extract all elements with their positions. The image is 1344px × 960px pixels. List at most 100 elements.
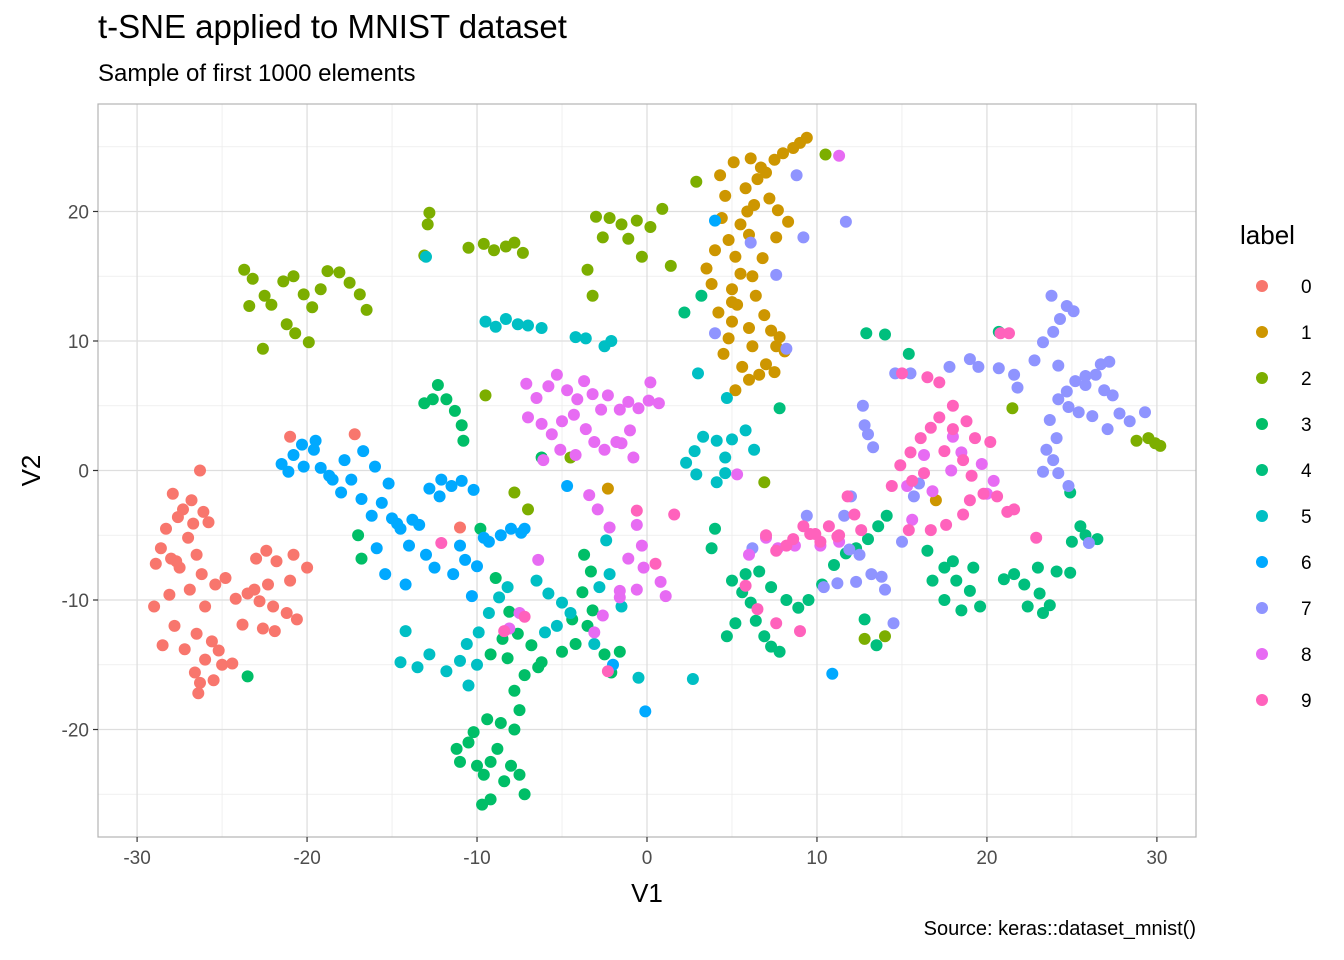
data-point-label-2	[635, 250, 648, 263]
legend-label-4: 4	[1301, 461, 1312, 482]
data-point-label-8	[731, 468, 744, 481]
data-point-label-0	[166, 487, 179, 500]
data-point-label-1	[782, 215, 795, 228]
data-point-label-9	[933, 411, 946, 424]
data-point-label-6	[307, 443, 320, 456]
data-point-label-3	[578, 548, 591, 561]
data-point-label-3	[518, 788, 531, 801]
x-tick-label: 30	[1146, 848, 1167, 869]
data-point-label-4	[1031, 561, 1044, 574]
data-point-label-6	[287, 449, 300, 461]
data-point-label-8	[659, 590, 672, 603]
data-point-label-5	[593, 581, 606, 594]
data-point-label-2	[238, 263, 251, 276]
data-point-label-9	[831, 530, 844, 543]
data-point-label-7	[1043, 414, 1056, 426]
data-point-label-0	[199, 600, 212, 613]
data-point-label-3	[518, 669, 531, 682]
data-point-label-5	[686, 673, 699, 685]
data-point-label-2	[360, 303, 373, 316]
chart-subtitle: Sample of first 1000 elements	[98, 60, 416, 87]
data-point-label-9	[940, 518, 953, 531]
data-point-label-5	[720, 392, 733, 404]
data-point-label-9	[921, 371, 934, 384]
data-point-label-0	[168, 619, 181, 632]
chart-caption: Source: keras::dataset_mnist()	[923, 918, 1196, 940]
data-point-label-7	[1101, 423, 1114, 436]
data-point-label-6	[454, 539, 466, 552]
data-point-label-1	[756, 252, 769, 265]
data-point-label-9	[855, 524, 868, 537]
data-point-label-1	[700, 262, 713, 275]
data-point-label-1	[749, 289, 762, 302]
data-point-label-9	[1003, 327, 1015, 340]
data-point-label-9	[770, 617, 783, 630]
data-point-label-8	[545, 428, 558, 441]
data-point-label-6	[406, 513, 419, 526]
data-point-label-9	[1030, 531, 1043, 544]
data-point-label-9	[933, 376, 946, 389]
data-point-label-4	[678, 306, 691, 319]
data-point-label-8	[591, 503, 604, 516]
data-point-label-5	[460, 638, 473, 650]
data-point-label-0	[236, 618, 249, 631]
data-point-label-5	[615, 600, 628, 613]
data-point-label-7	[862, 428, 874, 441]
data-point-label-8	[613, 403, 626, 416]
data-point-label-2	[314, 283, 327, 296]
data-point-label-6	[455, 474, 468, 487]
data-point-label-7	[744, 236, 757, 249]
data-point-label-7	[1037, 336, 1049, 349]
data-point-label-6	[494, 529, 507, 542]
data-point-label-8	[579, 423, 592, 436]
data-point-label-2	[664, 259, 677, 272]
data-point-label-7	[831, 577, 844, 590]
data-point-label-2	[622, 232, 635, 245]
chart-title: t-SNE applied to MNIST dataset	[98, 8, 567, 45]
data-point-label-2	[246, 272, 259, 285]
data-point-label-4	[1033, 587, 1046, 600]
data-point-label-4	[828, 559, 840, 571]
data-point-label-1	[709, 244, 721, 257]
y-tick-label: 20	[68, 202, 89, 223]
data-point-label-1	[736, 360, 749, 373]
data-point-label-0	[160, 522, 172, 535]
data-point-label-6	[447, 568, 460, 581]
data-point-label-9	[822, 520, 835, 533]
data-point-label-7	[1008, 368, 1021, 381]
data-point-label-3	[457, 434, 470, 447]
data-point-label-6	[338, 454, 351, 467]
data-point-label-3	[501, 652, 514, 665]
data-point-label-5	[530, 574, 543, 587]
data-point-label-4	[780, 594, 793, 606]
data-point-label-7	[896, 535, 908, 548]
data-point-label-4	[926, 574, 939, 587]
data-point-label-4	[695, 289, 708, 302]
data-point-label-6	[323, 469, 336, 482]
data-point-label-7	[1028, 354, 1041, 367]
data-point-label-5	[511, 318, 524, 331]
data-point-label-3	[569, 638, 582, 650]
data-point-label-3	[241, 670, 254, 683]
data-point-label-0	[207, 674, 220, 687]
data-point-label-0	[185, 494, 198, 507]
y-axis-title: V2	[16, 455, 46, 487]
data-point-label-4	[950, 574, 963, 587]
data-point-label-3	[508, 684, 521, 697]
data-point-label-1	[726, 296, 738, 309]
legend-key-2	[1256, 372, 1268, 384]
data-point-label-8	[987, 474, 1000, 487]
data-point-label-7	[817, 581, 830, 594]
data-point-label-1	[726, 283, 738, 296]
data-point-label-9	[957, 454, 970, 467]
data-point-label-7	[875, 570, 888, 583]
data-point-label-6	[471, 560, 483, 573]
data-point-label-4	[862, 533, 874, 546]
data-point-label-7	[865, 568, 878, 581]
data-point-label-2	[590, 210, 602, 223]
data-point-label-9	[957, 508, 970, 521]
data-points	[148, 131, 1167, 811]
data-point-label-1	[729, 250, 742, 263]
data-point-label-2	[508, 236, 521, 249]
data-point-label-0	[290, 613, 303, 626]
